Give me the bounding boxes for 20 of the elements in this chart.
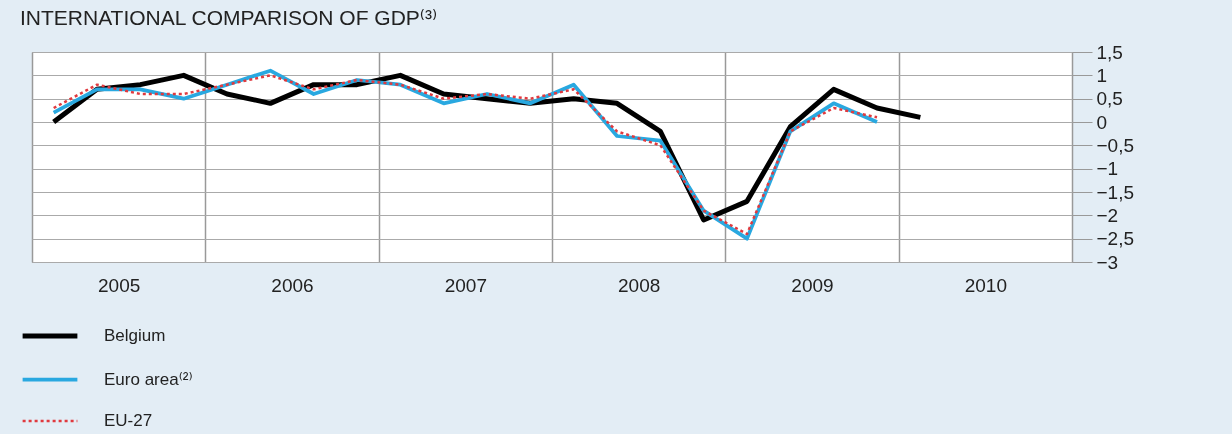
y-tick-label: −2,5 [1096,228,1135,250]
y-tick-label: −2 [1096,204,1119,226]
x-tick-label: 2005 [98,274,141,296]
y-tick-label: −3 [1096,251,1119,273]
y-tick-label: 0,5 [1096,88,1123,110]
y-tick-label: −1 [1096,158,1119,180]
legend-label: Euro area⁽²⁾ [104,369,193,389]
legend-label: EU-27 [104,411,153,430]
y-tick-label: 1,5 [1096,41,1123,63]
x-tick-label: 2006 [271,274,314,296]
chart-title: INTERNATIONAL COMPARISON OF GDP⁽³⁾ [20,6,438,29]
y-tick-label: −0,5 [1096,134,1135,156]
legend-label: Belgium [104,326,166,345]
x-tick-label: 2007 [444,274,487,296]
y-tick-label: −1,5 [1096,181,1135,203]
y-tick-label: 1 [1096,64,1108,86]
y-tick-label: 0 [1096,111,1108,133]
x-tick-label: 2010 [964,274,1007,296]
x-tick-label: 2008 [618,274,661,296]
x-tick-label: 2009 [791,274,834,296]
